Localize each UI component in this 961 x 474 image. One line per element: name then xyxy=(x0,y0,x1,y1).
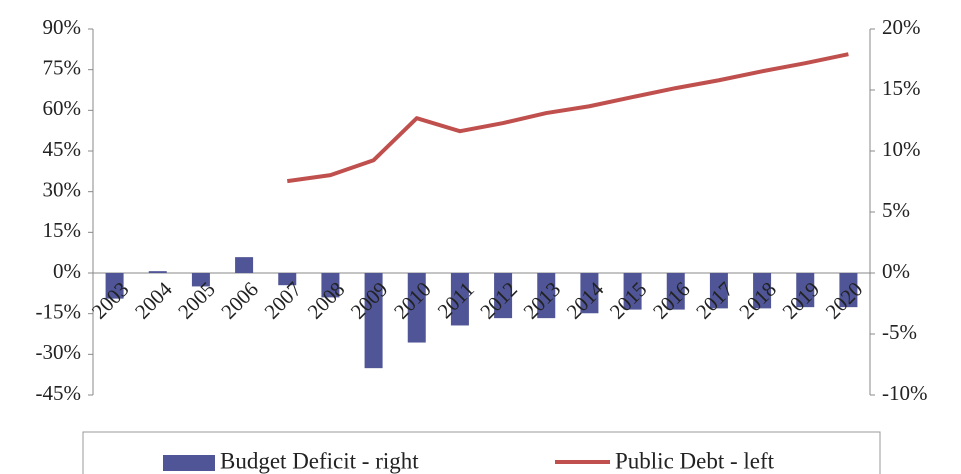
y-tick-label: -15% xyxy=(36,299,82,323)
x-tick-label: 2007 xyxy=(260,277,307,324)
y-tick-label: 45% xyxy=(43,137,82,161)
y-tick-label: 90% xyxy=(43,15,82,39)
y-tick-label: 15% xyxy=(43,218,82,242)
x-tick-label: 2016 xyxy=(648,277,695,324)
y2-tick-label: 20% xyxy=(882,15,921,39)
bar xyxy=(105,273,124,299)
x-tick-label: 2008 xyxy=(303,277,350,324)
bar xyxy=(580,273,599,314)
x-tick-label: 2018 xyxy=(734,277,781,324)
y-tick-label: 75% xyxy=(43,55,82,79)
bar xyxy=(839,273,858,308)
x-tick-label: 2015 xyxy=(605,277,652,324)
bar xyxy=(450,273,469,326)
y-tick-label: 60% xyxy=(43,96,82,120)
x-tick-label: 2020 xyxy=(821,277,868,324)
legend-label: Budget Deficit - right xyxy=(220,448,419,473)
bar xyxy=(364,273,383,369)
x-tick-label: 2010 xyxy=(389,277,436,324)
x-tick-label: 2004 xyxy=(130,277,177,324)
x-tick-label: 2003 xyxy=(87,277,134,324)
bar xyxy=(753,273,772,309)
bar xyxy=(666,273,685,310)
legend-box xyxy=(82,431,881,474)
line xyxy=(286,52,849,184)
y2-tick-label: 0% xyxy=(882,259,910,283)
bar xyxy=(148,271,167,273)
bar xyxy=(321,273,340,298)
x-tick-label: 2017 xyxy=(691,277,738,324)
bar xyxy=(623,273,642,310)
x-tick-label: 2012 xyxy=(475,277,522,324)
x-tick-label: 2014 xyxy=(562,277,609,324)
y-tick-label: 30% xyxy=(43,177,82,201)
bar xyxy=(537,273,556,319)
y2-tick-label: 10% xyxy=(882,137,921,161)
x-tick-label: 2009 xyxy=(346,277,393,324)
y2-tick-label: -5% xyxy=(882,320,917,344)
y-tick-label: -30% xyxy=(36,340,82,364)
x-tick-label: 2019 xyxy=(778,277,825,324)
bar xyxy=(278,273,297,286)
y2-tick-label: 15% xyxy=(882,76,921,100)
bar xyxy=(191,273,210,287)
bar xyxy=(494,273,513,319)
x-tick-label: 2005 xyxy=(173,277,220,324)
bar xyxy=(796,273,815,308)
legend-swatch xyxy=(163,455,215,471)
x-tick-label: 2013 xyxy=(519,277,566,324)
y-tick-label: 0% xyxy=(53,259,81,283)
legend-label: Public Debt - left xyxy=(615,448,775,473)
x-tick-label: 2011 xyxy=(433,277,479,323)
bar xyxy=(407,273,426,343)
y-tick-label: -45% xyxy=(36,381,82,405)
bar xyxy=(235,257,254,273)
bar xyxy=(709,273,728,309)
y2-tick-label: -10% xyxy=(882,381,928,405)
x-tick-label: 2006 xyxy=(216,277,263,324)
y2-tick-label: 5% xyxy=(882,198,910,222)
